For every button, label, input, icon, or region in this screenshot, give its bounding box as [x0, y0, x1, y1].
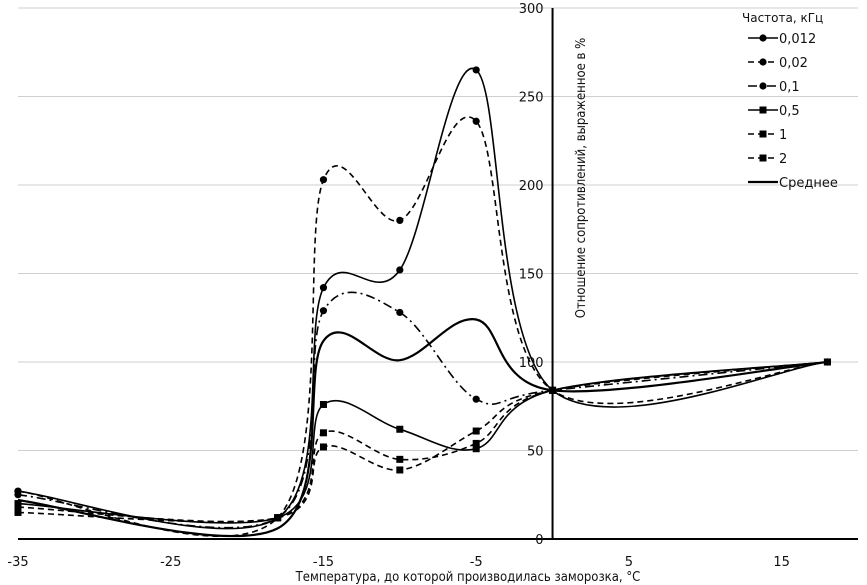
y-tick-label: 100: [519, 356, 544, 371]
data-point: [472, 439, 480, 447]
y-tick-label: 250: [519, 91, 544, 106]
series-3: [14, 358, 831, 524]
legend-item: 0,012: [748, 32, 816, 47]
data-point: [396, 455, 404, 463]
data-point: [319, 284, 328, 292]
series-layer: [14, 66, 832, 538]
x-tick-label: -5: [470, 555, 483, 570]
legend-marker: [759, 106, 767, 114]
series-line: [17, 318, 828, 538]
data-point: [472, 445, 480, 453]
legend-marker: [759, 82, 767, 90]
data-point: [319, 307, 328, 315]
x-axis-title: Температура, до которой производилась за…: [295, 570, 641, 585]
legend-item: Среднее: [748, 176, 838, 191]
legend-marker: [759, 130, 767, 138]
series-line: [17, 116, 828, 537]
series-line: [17, 361, 828, 523]
y-tick-label: 200: [519, 179, 544, 194]
x-tick-label: 5: [625, 555, 633, 570]
data-point: [319, 176, 328, 184]
x-tick-label: -25: [160, 555, 181, 570]
series-4: [14, 358, 831, 523]
data-point: [319, 429, 327, 437]
legend-label: 0,02: [779, 56, 808, 71]
x-tick-label: -35: [7, 555, 28, 570]
data-point: [396, 266, 404, 274]
data-point: [396, 425, 404, 433]
data-point: [14, 500, 22, 508]
x-tick-label: -15: [313, 555, 334, 570]
legend-item: 0,1: [748, 80, 800, 95]
legend-item: 0,5: [748, 104, 800, 119]
data-point: [472, 66, 480, 74]
legend-item: 2: [748, 152, 787, 167]
x-tick-label: 15: [773, 555, 790, 570]
data-point: [14, 508, 22, 516]
axes: [18, 8, 858, 540]
data-point: [396, 216, 404, 224]
legend-label: Среднее: [779, 176, 838, 191]
legend-label: 2: [779, 152, 787, 167]
legend-label: 0,1: [779, 80, 800, 95]
series-1: [14, 116, 832, 537]
data-point: [472, 427, 480, 435]
legend-marker: [759, 154, 767, 162]
series-line: [17, 361, 828, 523]
data-point: [14, 491, 22, 499]
y-tick-label: 150: [519, 268, 544, 283]
data-point: [274, 514, 282, 522]
data-point: [472, 395, 480, 403]
legend-item: 0,02: [748, 56, 808, 71]
legend-title: Частота, кГц: [742, 11, 823, 25]
legend-marker: [759, 58, 767, 66]
grid: [18, 7, 858, 451]
series-line: [17, 361, 828, 524]
legend: Частота, кГц 0,012 0,02 0,1 0,5 1 2 Среднее: [742, 11, 838, 191]
y-tick-label: 300: [519, 2, 544, 17]
legend-item: 1: [748, 128, 787, 143]
series-line: [17, 291, 828, 529]
data-point: [319, 443, 327, 451]
legend-label: 1: [779, 128, 787, 143]
y-tick-label: 50: [527, 445, 544, 460]
series-6: [17, 318, 828, 538]
data-point: [14, 503, 22, 511]
data-point: [472, 117, 480, 125]
series-2: [14, 291, 832, 529]
legend-marker: [759, 34, 767, 42]
series-5: [14, 358, 831, 523]
data-point: [396, 308, 404, 317]
legend-label: 0,012: [779, 32, 816, 47]
y-tick-label: 0: [535, 533, 543, 548]
data-point: [319, 400, 327, 408]
legend-label: 0,5: [779, 104, 800, 119]
data-point: [396, 466, 404, 474]
y-axis-title: Отношение сопротивлений, выраженное в %: [574, 38, 589, 318]
